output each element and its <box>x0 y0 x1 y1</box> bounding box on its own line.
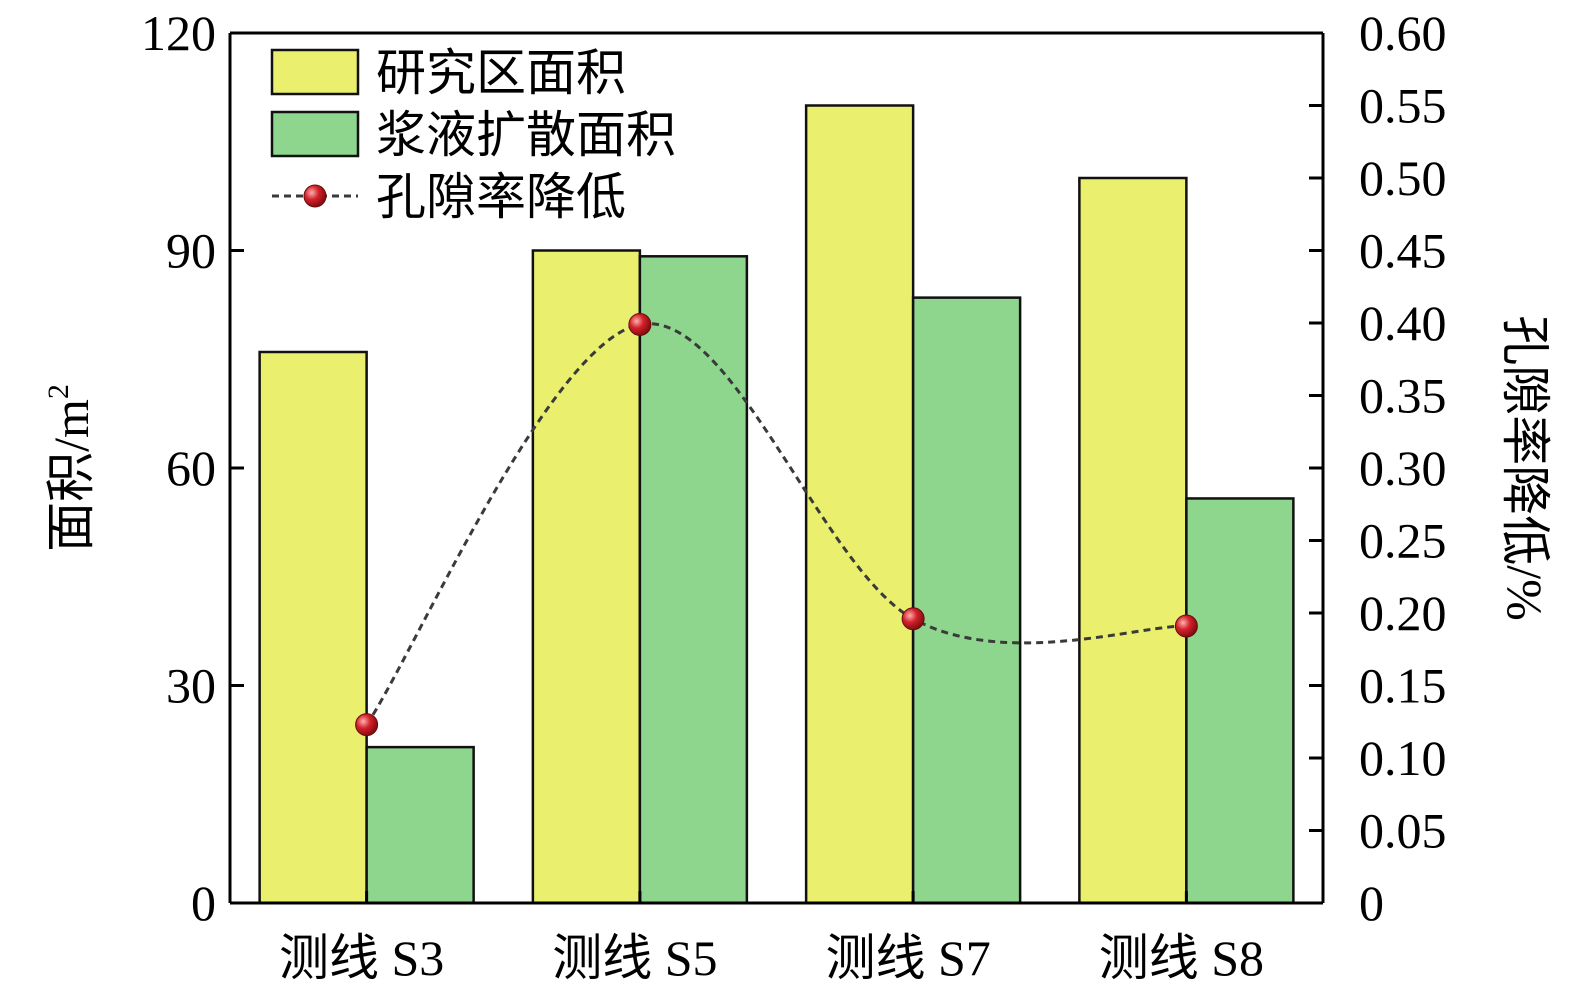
bar-study-area-2 <box>531 249 642 905</box>
bar-diffusion-area-4 <box>1185 497 1295 905</box>
y-tick-label-left: 90 <box>166 223 216 279</box>
y-tick-label-left: 0 <box>191 875 216 931</box>
y-axis-title-main: 面积/m <box>43 399 99 552</box>
y-tick-label-left: 120 <box>141 5 216 61</box>
porosity-line-layer <box>355 312 1198 737</box>
legend-label-3: 孔隙率降低 <box>376 169 626 225</box>
y-axis-title-right: 孔隙率降低/% <box>1497 315 1553 621</box>
bar-diffusion-area-3 <box>911 296 1022 905</box>
y-axis-title-left: 面积/m2 <box>42 384 99 552</box>
y-tick-label-left: 60 <box>166 440 216 496</box>
bar-study-area-3 <box>804 104 915 905</box>
legend-swatch-2 <box>270 110 360 158</box>
x-tick-label: 测线 S8 <box>1099 930 1264 986</box>
x-tick-label: 测线 S7 <box>825 930 990 986</box>
y-tick-label-left: 30 <box>166 658 216 714</box>
y-tick-label-right: 0.50 <box>1359 150 1447 206</box>
y-tick-label-right: 0.05 <box>1359 803 1447 859</box>
y-tick-label-right: 0.20 <box>1359 585 1447 641</box>
y-tick-label-right: 0 <box>1359 875 1384 931</box>
y-tick-label-right: 0.15 <box>1359 658 1447 714</box>
y-tick-label-right: 0.45 <box>1359 223 1447 279</box>
bars-layer <box>258 104 1295 905</box>
y-axis-title-superscript: 2 <box>42 384 75 399</box>
porosity-marker-4 <box>1174 614 1198 638</box>
x-tick-label: 测线 S3 <box>279 930 444 986</box>
bar-diffusion-area-2 <box>638 255 749 905</box>
y-tick-label-right: 0.55 <box>1359 78 1447 134</box>
legend-label-2: 浆液扩散面积 <box>376 107 676 163</box>
y-tick-label-right: 0.30 <box>1359 440 1447 496</box>
legend-label-1: 研究区面积 <box>376 45 626 101</box>
bar-study-area-1 <box>258 350 368 905</box>
y-tick-label-right: 0.25 <box>1359 513 1447 569</box>
bar-study-area-4 <box>1078 176 1188 905</box>
bar-diffusion-area-1 <box>365 745 475 905</box>
axes: 0 30 60 90 120 0 0.05 0.10 0.15 0.20 0.25 0.30 0.35 0… <box>141 5 1447 986</box>
porosity-marker-1 <box>355 713 379 737</box>
legend-swatch-1 <box>270 48 360 96</box>
x-tick-label: 测线 S5 <box>552 930 717 986</box>
y-tick-label-right: 0.10 <box>1359 730 1447 786</box>
y-tick-label-right: 0.40 <box>1359 295 1447 351</box>
legend-marker-swatch <box>303 184 327 208</box>
y-tick-label-right: 0.60 <box>1359 5 1447 61</box>
porosity-marker-3 <box>901 607 925 631</box>
porosity-line <box>365 322 1187 726</box>
porosity-marker-2 <box>628 312 652 336</box>
y-tick-label-right: 0.35 <box>1359 368 1447 424</box>
